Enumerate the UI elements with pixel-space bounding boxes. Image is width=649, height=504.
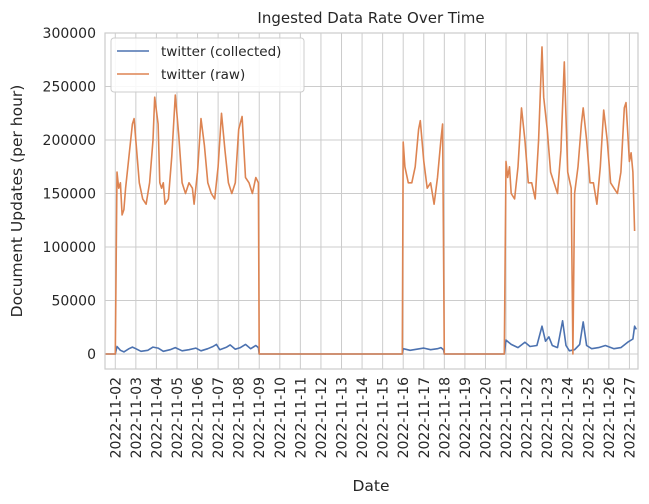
x-tick-label: 2022-11-12: [314, 377, 330, 458]
x-tick-label: 2022-11-11: [293, 377, 309, 458]
y-tick-label: 250000: [43, 80, 96, 96]
x-tick-label: 2022-11-06: [191, 377, 207, 458]
legend-label-collected: twitter (collected): [161, 44, 281, 60]
x-tick-label: 2022-11-08: [232, 377, 248, 458]
x-tick-labels: 2022-11-02 2022-11-03 2022-11-04 2022-11-05…: [108, 377, 638, 458]
plot-frame: [104, 32, 639, 370]
x-tick-label: 2022-11-26: [602, 377, 618, 458]
legend: twitter (collected) twitter (raw): [110, 37, 305, 93]
x-tick-label: 2022-11-16: [396, 377, 412, 458]
x-tick-label: 2022-11-19: [458, 377, 474, 458]
x-tick-label: 2022-11-02: [108, 377, 124, 458]
x-tick-label: 2022-11-15: [376, 377, 392, 458]
y-tick-label: 300000: [43, 26, 96, 42]
x-tick-label: 2022-11-10: [273, 377, 289, 458]
y-axis-title: Document Updates (per hour): [8, 85, 26, 318]
y-tick-label: 150000: [43, 187, 96, 203]
x-tick-label: 2022-11-23: [540, 377, 556, 458]
series-line-collected: [105, 319, 638, 355]
x-tick-label: 2022-11-17: [417, 377, 433, 458]
x-tick-label: 2022-11-05: [170, 377, 186, 458]
x-tick-label: 2022-11-04: [149, 377, 165, 458]
y-tick-label: 50000: [51, 294, 96, 310]
x-tick-label: 2022-11-20: [478, 377, 494, 458]
x-tick-label: 2022-11-03: [129, 377, 145, 458]
x-tick-label: 2022-11-09: [252, 377, 268, 458]
series-layer: [105, 46, 638, 355]
y-tick-label: 100000: [43, 240, 96, 256]
y-tick-labels: 0 50000 100000 150000 200000 250000 300000: [43, 26, 96, 363]
x-axis-title: Date: [352, 477, 389, 495]
legend-box: [110, 37, 305, 93]
y-tick-label: 0: [87, 347, 96, 363]
x-tick-label: 2022-11-18: [437, 377, 453, 458]
x-tick-label: 2022-11-14: [355, 377, 371, 458]
x-tick-label: 2022-11-21: [499, 377, 515, 458]
y-tick-label: 200000: [43, 133, 96, 149]
x-tick-label: 2022-11-27: [622, 377, 638, 458]
x-tick-label: 2022-11-22: [520, 377, 536, 458]
x-tick-label: 2022-11-13: [335, 377, 351, 458]
series-line-raw: [105, 46, 636, 355]
x-tick-label: 2022-11-25: [581, 377, 597, 458]
chart-title: Ingested Data Rate Over Time: [257, 9, 484, 27]
legend-label-raw: twitter (raw): [161, 67, 245, 83]
x-tick-label: 2022-11-24: [561, 377, 577, 458]
x-tick-label: 2022-11-07: [211, 377, 227, 458]
